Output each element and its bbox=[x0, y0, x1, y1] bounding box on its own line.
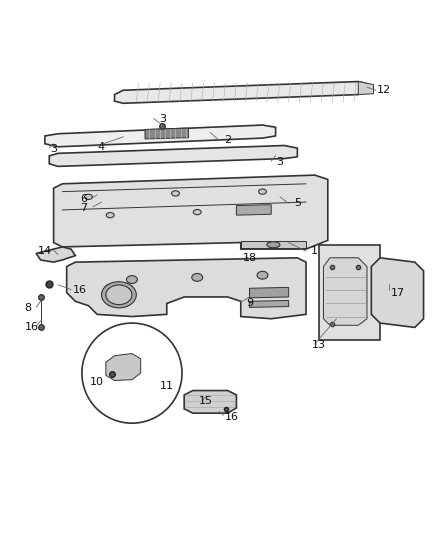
Polygon shape bbox=[36, 247, 75, 262]
Text: 15: 15 bbox=[199, 397, 213, 407]
Polygon shape bbox=[323, 258, 367, 325]
Text: 1: 1 bbox=[311, 246, 318, 256]
Text: 16: 16 bbox=[225, 411, 239, 422]
Ellipse shape bbox=[127, 276, 138, 284]
Polygon shape bbox=[250, 287, 289, 298]
Text: 16: 16 bbox=[73, 286, 87, 295]
Ellipse shape bbox=[105, 284, 116, 292]
Text: 9: 9 bbox=[246, 298, 253, 309]
Polygon shape bbox=[237, 205, 271, 215]
Polygon shape bbox=[115, 82, 367, 103]
Text: 11: 11 bbox=[160, 381, 174, 391]
Polygon shape bbox=[241, 241, 306, 248]
Text: 12: 12 bbox=[377, 85, 392, 95]
Polygon shape bbox=[250, 301, 289, 308]
Ellipse shape bbox=[102, 282, 136, 308]
Polygon shape bbox=[45, 125, 276, 147]
Text: 14: 14 bbox=[38, 246, 52, 256]
Ellipse shape bbox=[257, 271, 268, 279]
Ellipse shape bbox=[192, 273, 203, 281]
Bar bbox=[319, 245, 380, 341]
Ellipse shape bbox=[106, 285, 132, 304]
Polygon shape bbox=[371, 258, 424, 327]
Polygon shape bbox=[67, 258, 306, 319]
Text: 8: 8 bbox=[24, 303, 31, 313]
Text: 17: 17 bbox=[390, 288, 405, 297]
Text: 3: 3 bbox=[276, 157, 283, 167]
Polygon shape bbox=[145, 128, 188, 139]
Ellipse shape bbox=[106, 213, 114, 218]
Text: 18: 18 bbox=[242, 253, 257, 263]
Text: 4: 4 bbox=[98, 142, 105, 152]
Ellipse shape bbox=[267, 241, 280, 248]
Text: 13: 13 bbox=[312, 340, 326, 350]
Ellipse shape bbox=[172, 191, 180, 196]
Text: 16: 16 bbox=[25, 322, 39, 333]
Text: 2: 2 bbox=[224, 135, 231, 146]
Polygon shape bbox=[49, 146, 297, 166]
Ellipse shape bbox=[193, 209, 201, 215]
Text: 6: 6 bbox=[81, 194, 88, 204]
Polygon shape bbox=[184, 391, 237, 413]
Text: 5: 5 bbox=[294, 198, 301, 208]
Text: 7: 7 bbox=[81, 203, 88, 213]
Polygon shape bbox=[53, 175, 328, 249]
Text: 3: 3 bbox=[50, 144, 57, 154]
Ellipse shape bbox=[85, 194, 92, 199]
Circle shape bbox=[82, 323, 182, 423]
Ellipse shape bbox=[258, 189, 266, 194]
Text: 10: 10 bbox=[90, 377, 104, 387]
Polygon shape bbox=[358, 82, 374, 94]
Text: 3: 3 bbox=[159, 114, 166, 124]
Polygon shape bbox=[106, 353, 141, 381]
